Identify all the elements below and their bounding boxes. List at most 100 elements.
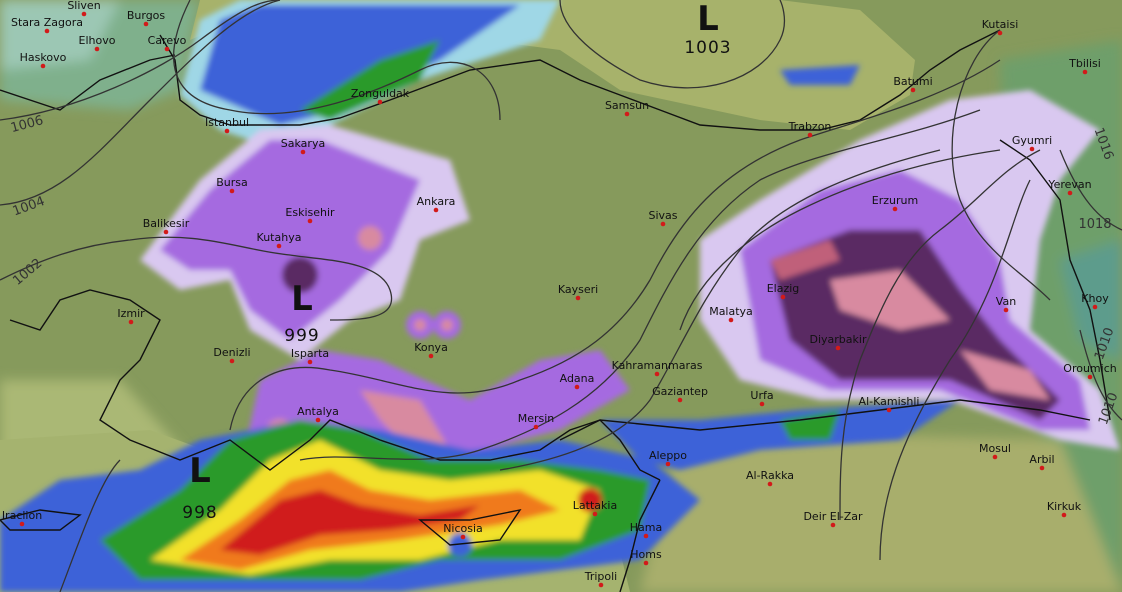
city-dot: [677, 397, 683, 403]
city-tbilisi: Tbilisi: [1068, 57, 1101, 75]
city-dot: [19, 521, 25, 527]
city-van: Van: [996, 295, 1016, 313]
city-homs: Homs: [630, 548, 662, 566]
city-dot: [910, 87, 916, 93]
city-dot: [767, 481, 773, 487]
city-trabzon: Trabzon: [788, 120, 832, 138]
city-label: Sliven: [67, 0, 100, 12]
city-dot: [1082, 69, 1088, 75]
city-dot: [44, 28, 50, 34]
city-aleppo: Aleppo: [649, 449, 687, 467]
city-label: Homs: [630, 548, 662, 561]
city-batumi: Batumi: [893, 75, 933, 93]
city-al-kamishli: Al-Kamishli: [859, 395, 920, 413]
city-label: Batumi: [893, 75, 932, 88]
city-label: Erzurum: [872, 194, 918, 207]
city-label: Nicosia: [443, 522, 483, 535]
city-zonguldak: Zonguldak: [351, 87, 410, 105]
city-label: Sivas: [648, 209, 677, 222]
city-label: Arbil: [1029, 453, 1054, 466]
city-label: Trabzon: [788, 120, 832, 133]
city-gaziantep: Gaziantep: [652, 385, 708, 403]
city-nicosia: Nicosia: [443, 522, 483, 540]
city-dot: [460, 534, 466, 540]
city-ankara: Ankara: [417, 195, 456, 213]
city-dot: [759, 401, 765, 407]
city-label: Oroumich: [1063, 362, 1116, 375]
city-mersin: Mersin: [518, 412, 555, 430]
city-dot: [533, 424, 539, 430]
city-dot: [598, 582, 604, 588]
city-mosul: Mosul: [979, 442, 1011, 460]
city-dot: [276, 243, 282, 249]
city-dot: [624, 111, 630, 117]
city-dot: [886, 407, 892, 413]
city-label: Denizli: [213, 346, 250, 359]
city-istanbul: Istanbul: [205, 116, 249, 134]
city-dot: [728, 317, 734, 323]
city-label: Ankara: [417, 195, 456, 208]
pressure-low: L 998: [182, 451, 216, 523]
city-oroumich: Oroumich: [1063, 362, 1117, 380]
city-label: Diyarbakir: [810, 333, 867, 346]
city-label: Malatya: [709, 305, 753, 318]
city-dot: [307, 218, 313, 224]
city-dot: [1087, 374, 1093, 380]
city-kayseri: Kayseri: [558, 283, 598, 301]
city-yerevan: Yerevan: [1047, 178, 1092, 196]
city-dot: [654, 371, 660, 377]
black-sea: [190, 0, 915, 130]
city-label: Iraclion: [2, 509, 42, 522]
coastlines: [0, 29, 1111, 592]
city-malatya: Malatya: [709, 305, 753, 323]
city-label: Adana: [560, 372, 595, 385]
isobar-label: 1018: [1078, 217, 1111, 232]
city-dot: [1067, 190, 1073, 196]
city-urfa: Urfa: [750, 389, 774, 407]
city-dot: [892, 206, 898, 212]
city-label: Al-Kamishli: [859, 395, 920, 408]
city-label: Sakarya: [281, 137, 325, 150]
low-letter: L: [189, 451, 211, 491]
city-al-rakka: Al-Rakka: [746, 469, 794, 487]
city-erzurum: Erzurum: [872, 194, 918, 212]
city-label: Elazig: [767, 282, 800, 295]
city-denizli: Denizli: [213, 346, 251, 364]
city-dot: [1061, 512, 1067, 518]
city-dot: [377, 99, 383, 105]
city-sivas: Sivas: [648, 209, 678, 227]
city-label: Eskisehir: [285, 206, 335, 219]
city-dot: [830, 522, 836, 528]
city-kirkuk: Kirkuk: [1047, 500, 1082, 518]
city-konya: Konya: [414, 341, 448, 359]
low-pressure-value: 999: [284, 326, 319, 346]
city-label: Kutahya: [257, 231, 302, 244]
city-carevo: Carevo: [148, 34, 187, 52]
low-letter: L: [291, 279, 313, 319]
city-kutaisi: Kutaisi: [982, 18, 1018, 36]
city-label: Konya: [414, 341, 448, 354]
city-diyarbakir: Diyarbakir: [810, 333, 867, 351]
city-label: Antalya: [297, 405, 339, 418]
city-label: Balikesir: [143, 217, 190, 230]
low-pressure-value: 1003: [684, 38, 731, 58]
city-izmir: Izmir: [117, 307, 145, 325]
city-hama: Hama: [630, 521, 662, 539]
city-label: Mersin: [518, 412, 555, 425]
city-antalya: Antalya: [297, 405, 339, 423]
city-label: Tbilisi: [1068, 57, 1101, 70]
city-label: Aleppo: [649, 449, 687, 462]
city-lattakia: Lattakia: [573, 499, 617, 517]
city-dot: [807, 132, 813, 138]
city-sakarya: Sakarya: [281, 137, 325, 155]
city-label: Van: [996, 295, 1016, 308]
city-dot: [997, 30, 1003, 36]
city-label: Kahramanmaras: [612, 359, 703, 372]
city-samsun: Samsun: [605, 99, 649, 117]
city-dot: [300, 149, 306, 155]
city-label: Yerevan: [1047, 178, 1091, 191]
city-dot: [643, 533, 649, 539]
city-label: Lattakia: [573, 499, 617, 512]
